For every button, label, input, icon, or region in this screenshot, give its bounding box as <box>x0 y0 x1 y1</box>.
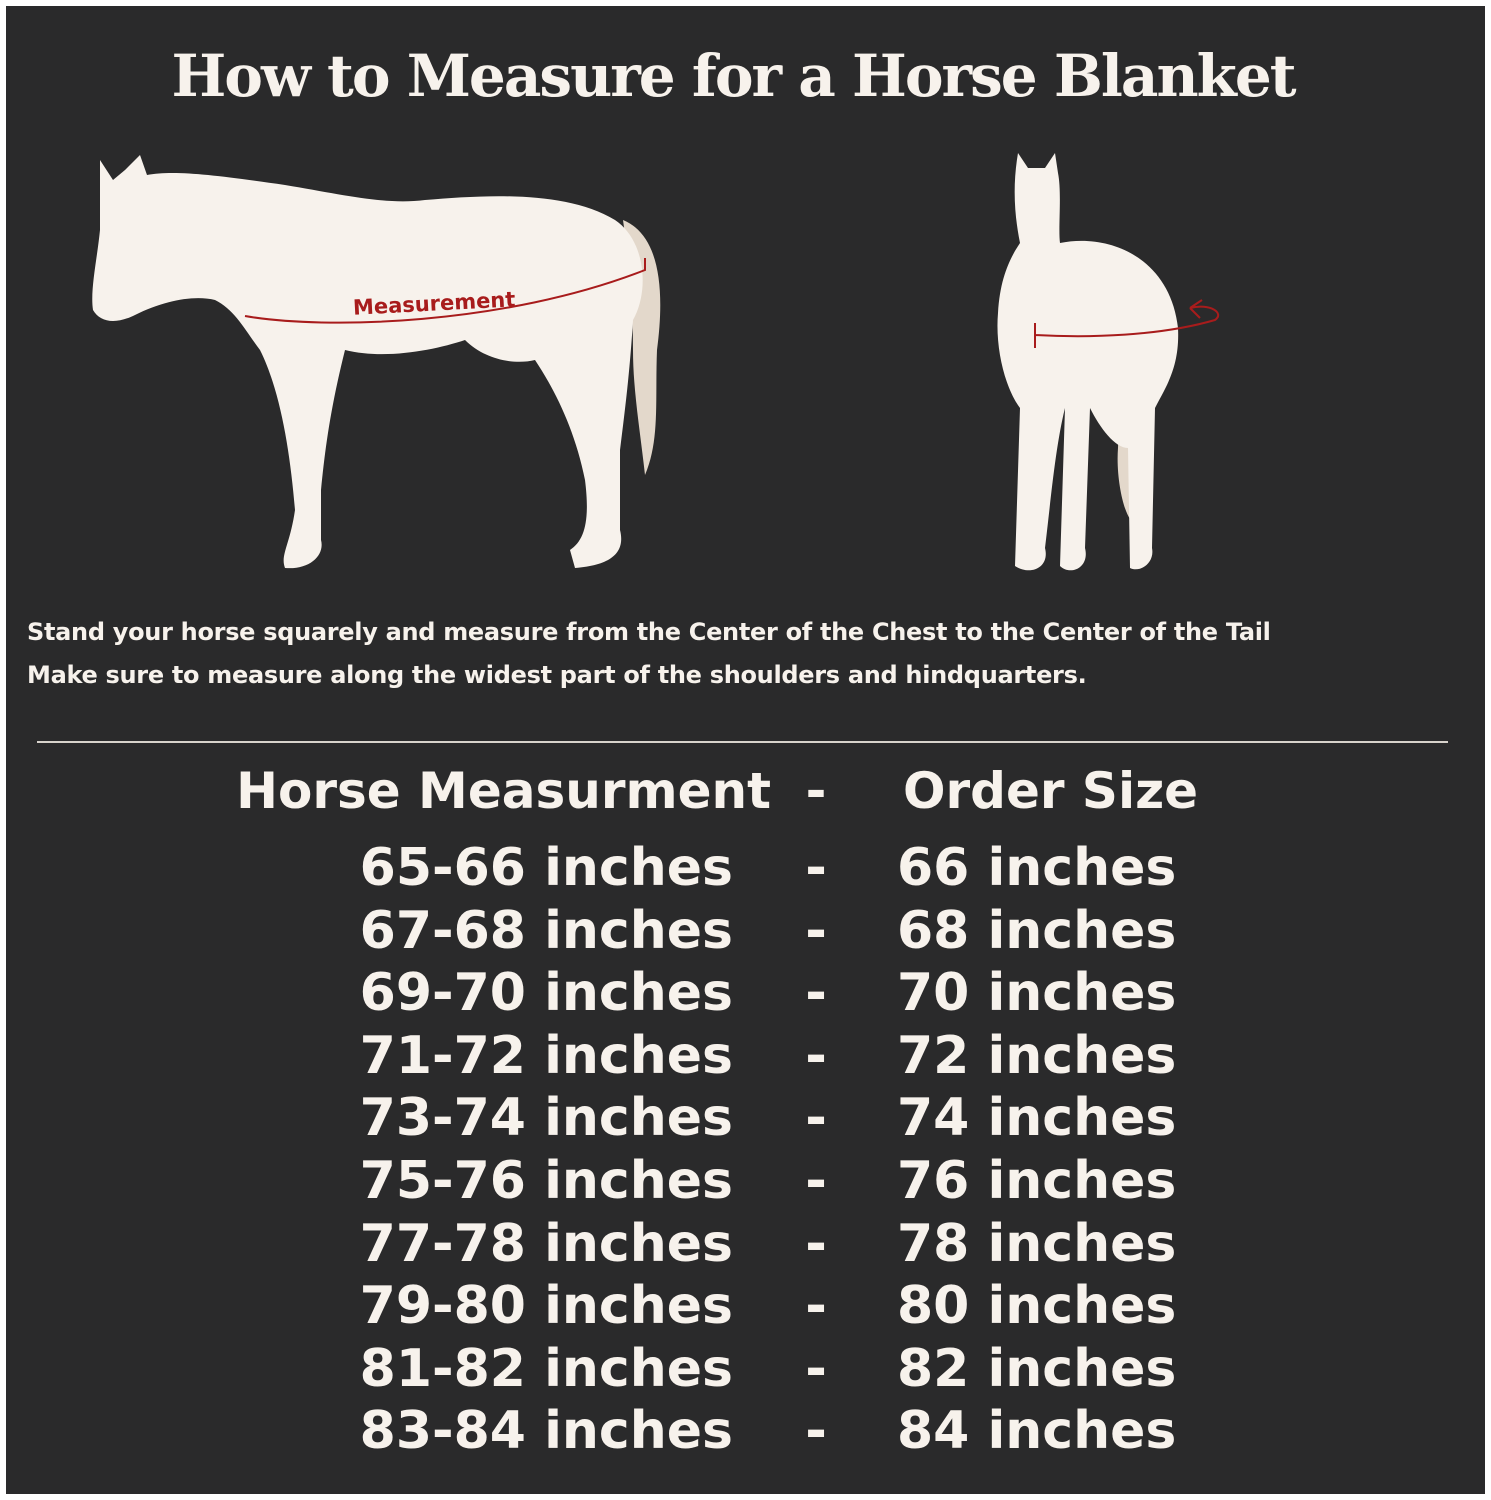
row-separator: - <box>805 1151 827 1211</box>
order-size-cell: 80 inches <box>897 1276 1177 1337</box>
instruction-line-1: Stand your horse squarely and measure fr… <box>27 618 1271 646</box>
row-separator: - <box>805 963 827 1024</box>
table-row: 79-80 inches - 80 inches <box>0 1276 1491 1336</box>
order-size-cell: 68 inches <box>897 900 1177 961</box>
page-title: How to Measure for a Horse Blanket <box>171 42 1296 110</box>
header-separator: - <box>805 762 827 820</box>
table-row: 77-78 inches - 78 inches <box>0 1214 1491 1274</box>
horse-measurement-cell: 69-70 inches <box>359 963 733 1024</box>
order-size-cell: 66 inches <box>897 838 1177 898</box>
order-size-cell: 72 inches <box>897 1025 1177 1086</box>
divider <box>37 741 1448 743</box>
horse-front-silhouette <box>997 153 1179 571</box>
table-row: 65-66 inches - 66 inches <box>0 838 1491 898</box>
row-separator: - <box>805 1025 827 1086</box>
row-separator: - <box>805 900 827 961</box>
horse-measurement-cell: 79-80 inches <box>359 1276 733 1337</box>
table-header: Horse Measurment - Order Size <box>0 762 1491 822</box>
table-row: 69-70 inches - 70 inches <box>0 963 1491 1023</box>
horse-measurement-cell: 81-82 inches <box>359 1338 733 1399</box>
row-separator: - <box>805 1401 827 1462</box>
horse-front-view-illustration <box>997 153 1220 571</box>
horse-side-view-illustration: Measurement <box>92 155 661 569</box>
measurement-line <box>244 258 646 324</box>
horse-side-silhouette <box>92 155 643 569</box>
horse-measurement-cell: 67-68 inches <box>359 900 733 961</box>
horse-measurement-cell: 83-84 inches <box>359 1401 733 1462</box>
table-row: 71-72 inches - 72 inches <box>0 1026 1491 1086</box>
order-size-cell: 74 inches <box>897 1088 1177 1149</box>
horse-measurement-cell: 75-76 inches <box>359 1151 733 1211</box>
table-row: 67-68 inches - 68 inches <box>0 901 1491 961</box>
instruction-line-2: Make sure to measure along the widest pa… <box>27 661 1087 689</box>
table-row: 81-82 inches - 82 inches <box>0 1339 1491 1399</box>
order-size-cell: 76 inches <box>897 1151 1177 1211</box>
girth-measurement-line <box>1034 299 1220 348</box>
row-separator: - <box>805 1213 827 1274</box>
order-size-cell: 84 inches <box>897 1401 1177 1462</box>
row-separator: - <box>805 1276 827 1337</box>
horse-measurement-cell: 71-72 inches <box>359 1025 733 1086</box>
row-separator: - <box>805 1088 827 1149</box>
table-row: 75-76 inches - 76 inches <box>0 1151 1491 1211</box>
order-size-cell: 78 inches <box>897 1213 1177 1274</box>
horse-measurement-cell: 65-66 inches <box>359 838 733 898</box>
header-horse-measurement: Horse Measurment <box>236 762 771 820</box>
table-row: 73-74 inches - 74 inches <box>0 1088 1491 1148</box>
row-separator: - <box>805 1338 827 1399</box>
order-size-cell: 82 inches <box>897 1338 1177 1399</box>
table-row: 83-84 inches - 84 inches <box>0 1401 1491 1461</box>
horse-measurement-cell: 73-74 inches <box>359 1088 733 1149</box>
row-separator: - <box>805 838 827 898</box>
header-order-size: Order Size <box>903 762 1199 820</box>
horse-measurement-cell: 77-78 inches <box>359 1213 733 1274</box>
order-size-cell: 70 inches <box>897 963 1177 1024</box>
